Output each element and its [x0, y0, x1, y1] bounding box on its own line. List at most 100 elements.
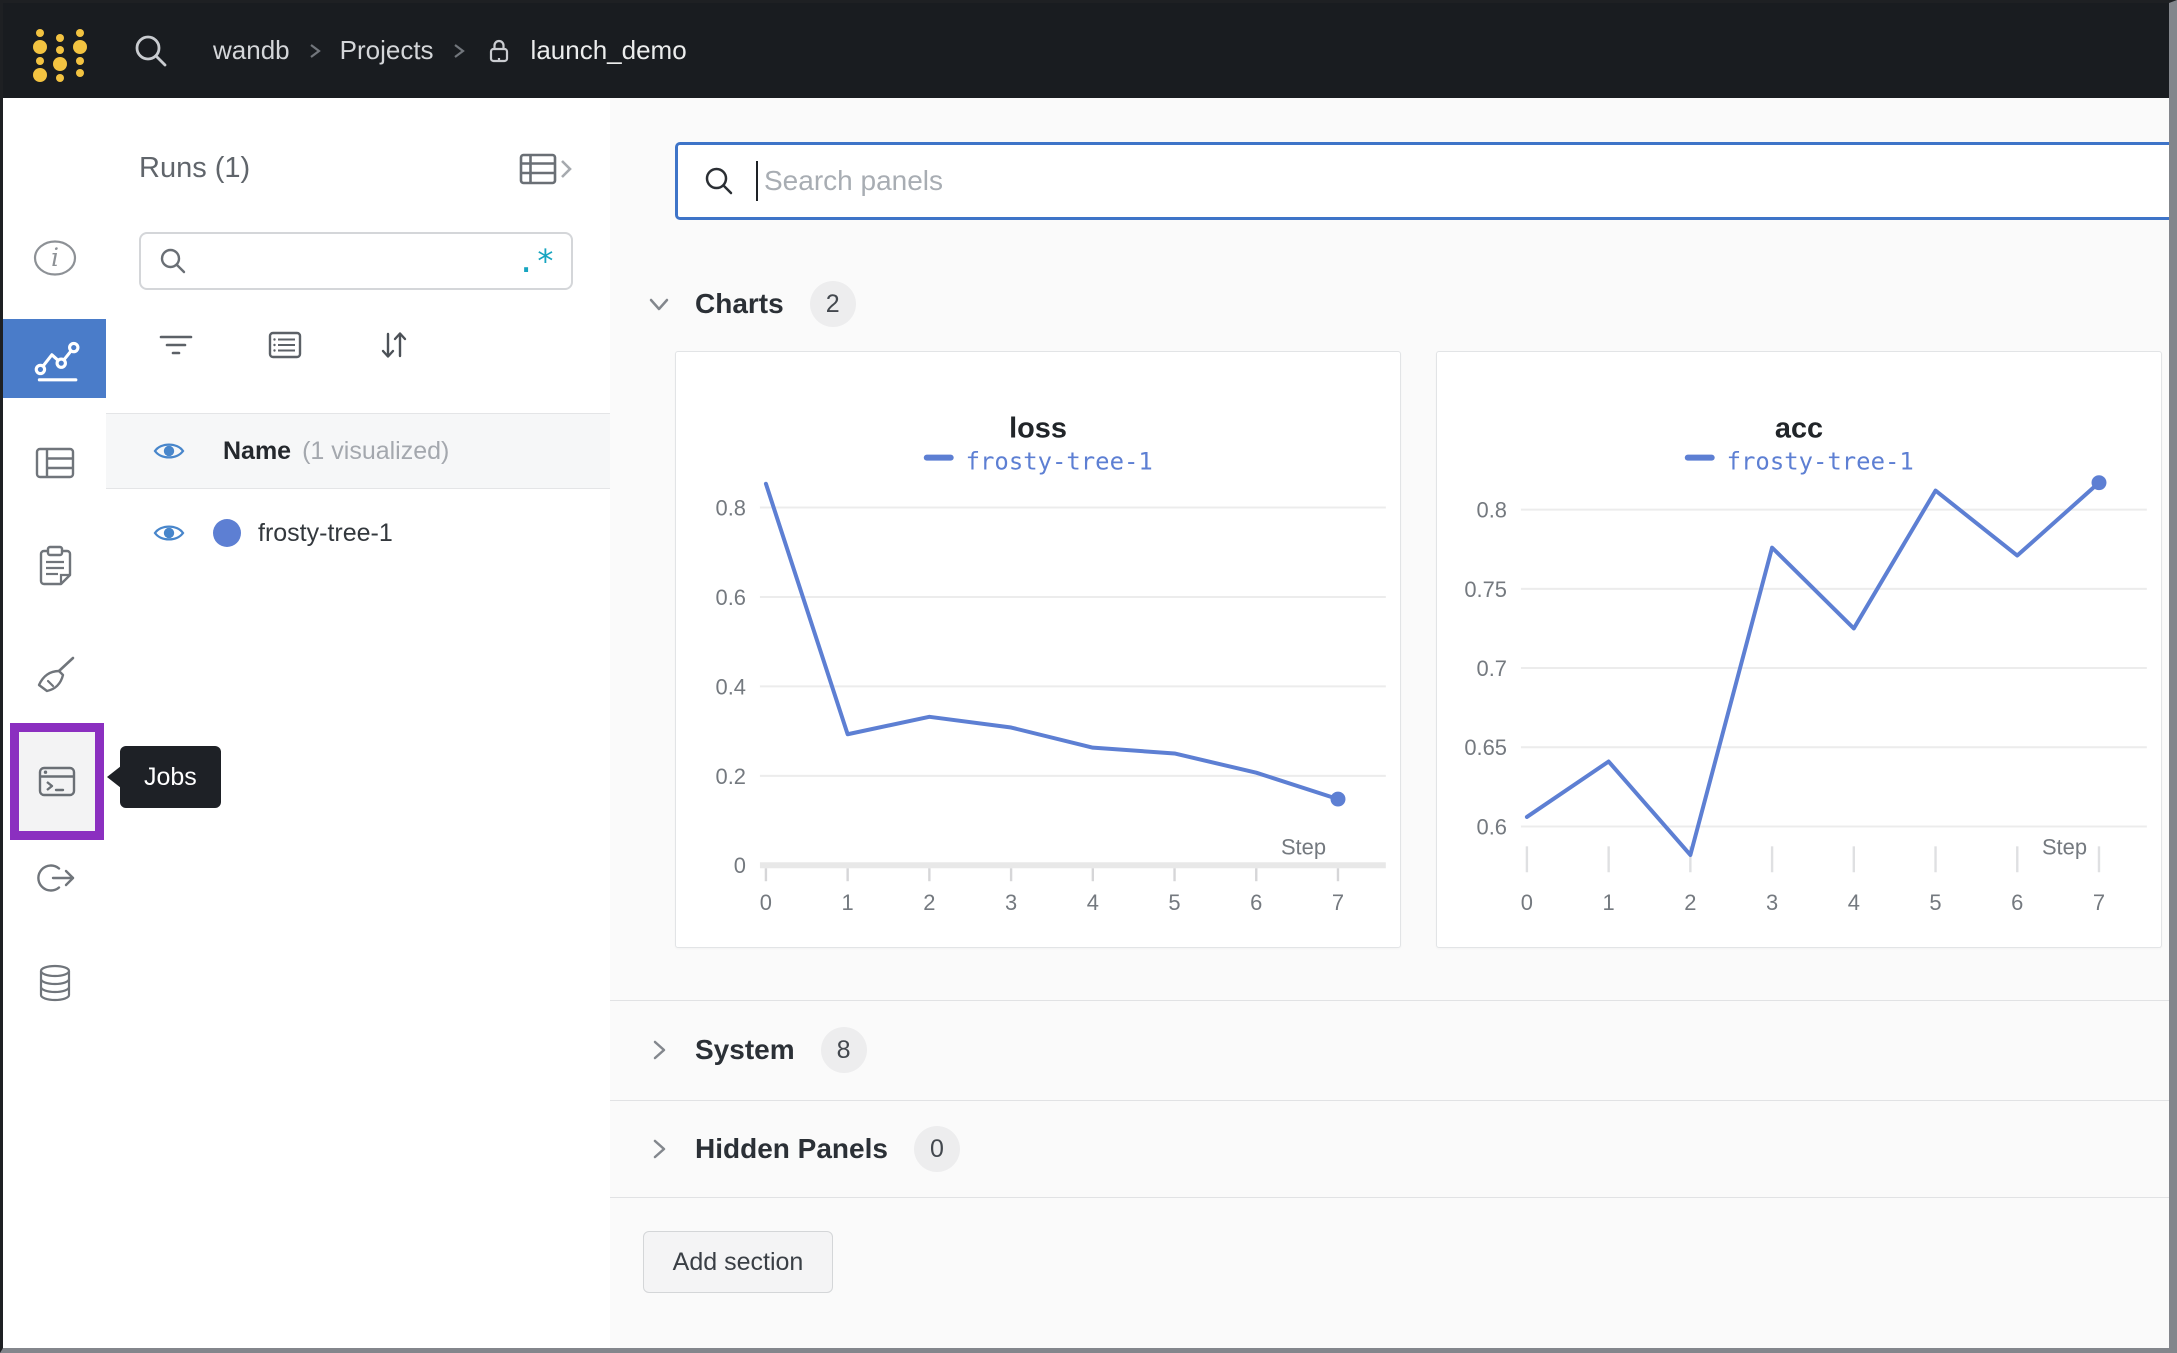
run-row[interactable]: frosty-tree-1 [106, 490, 610, 576]
svg-text:4: 4 [1848, 890, 1860, 915]
expand-runs-table-icon[interactable] [516, 146, 576, 192]
breadcrumb-entity[interactable]: wandb [213, 35, 290, 65]
acc-chart-panel[interactable]: acc frosty-tree-1 0.6 0.65 0.7 0.75 0.8 0 1 2 3 4 5 6… [1436, 351, 2162, 948]
svg-text:3: 3 [1005, 890, 1017, 915]
section-header-system[interactable]: System 8 [643, 1020, 867, 1080]
header-search-icon[interactable] [131, 31, 171, 71]
svg-text:2: 2 [923, 890, 935, 915]
sidebar-item-workspace[interactable] [3, 319, 106, 398]
logs-clipboard-icon [39, 545, 71, 586]
svg-text:0: 0 [760, 890, 772, 915]
chevron-down-icon[interactable] [643, 288, 675, 320]
svg-text:0: 0 [734, 853, 746, 878]
sidebar-item-overview[interactable]: i [3, 230, 106, 286]
svg-text:0.8: 0.8 [1477, 498, 1507, 523]
svg-text:0.75: 0.75 [1464, 577, 1507, 602]
section-divider [610, 1000, 2169, 1001]
filter-icon [159, 335, 193, 355]
svg-text:Step: Step [1281, 834, 1326, 859]
svg-text:7: 7 [1332, 890, 1344, 915]
panel-search-input[interactable] [762, 164, 2151, 198]
svg-text:7: 7 [2093, 890, 2105, 915]
svg-text:1: 1 [1603, 890, 1615, 915]
info-icon: i [33, 240, 76, 276]
charts-count-badge: 2 [809, 281, 856, 327]
breadcrumb-projects[interactable]: Projects [339, 35, 434, 65]
system-count-badge: 8 [820, 1027, 867, 1073]
svg-text:2: 2 [1684, 890, 1696, 915]
sidebar-item-launch[interactable] [3, 852, 106, 908]
top-header: wandb Projects launch_demo [3, 3, 2169, 98]
svg-text:3: 3 [1766, 890, 1778, 915]
breadcrumb: wandb Projects launch_demo [213, 35, 687, 66]
loss-chart: loss frosty-tree-1 0 0.2 0.4 0.6 0.8 0 1 2 3 4 5 6 7 St… [716, 413, 1386, 915]
svg-text:frosty-tree-1: frosty-tree-1 [1727, 448, 1914, 476]
add-section-button[interactable]: Add section [643, 1231, 833, 1293]
svg-text:0.4: 0.4 [716, 674, 746, 699]
launch-arrow-icon [36, 864, 74, 892]
sweeps-broom-icon [37, 656, 74, 693]
svg-text:0.6: 0.6 [716, 585, 746, 610]
sort-runs-button[interactable] [374, 326, 412, 364]
sidebar-item-logs[interactable] [3, 538, 106, 594]
svg-text:i: i [51, 243, 59, 272]
wandb-logo-icon[interactable] [27, 18, 93, 84]
svg-text:loss: loss [1009, 413, 1067, 445]
svg-text:0.65: 0.65 [1464, 735, 1507, 760]
run-color-dot [213, 519, 241, 547]
svg-text:0.8: 0.8 [716, 495, 746, 520]
svg-text:0.2: 0.2 [716, 764, 746, 789]
column-name-label: Name [223, 436, 292, 465]
svg-text:1: 1 [842, 890, 854, 915]
chevron-right-icon[interactable] [643, 1133, 675, 1165]
runs-panel: Runs (1) .* [106, 98, 611, 1348]
section-divider [610, 1197, 2169, 1198]
runs-panel-title: Runs (1) [139, 152, 251, 184]
acc-chart: acc frosty-tree-1 0.6 0.65 0.7 0.75 0.8 0 1 2 3 4 5 6… [1464, 413, 2147, 915]
loss-chart-panel[interactable]: loss frosty-tree-1 0 0.2 0.4 0.6 0.8 0 1 2 3 4 5 6 7 St… [675, 351, 1401, 948]
jobs-terminal-icon [38, 766, 76, 796]
text-caret [756, 161, 758, 201]
section-label-charts: Charts [695, 288, 784, 319]
list-icon [268, 331, 302, 359]
eye-visible-icon[interactable] [151, 517, 187, 549]
svg-text:6: 6 [2011, 890, 2023, 915]
sidebar-item-sweeps[interactable] [3, 646, 106, 702]
breadcrumb-project-name[interactable]: launch_demo [530, 35, 687, 65]
runs-search-box: .* [139, 232, 573, 290]
chevron-right-icon[interactable] [643, 1034, 675, 1066]
svg-text:acc: acc [1775, 413, 1823, 445]
nav-sidebar: i [3, 98, 221, 1348]
sidebar-item-jobs[interactable] [10, 723, 104, 840]
run-name-label[interactable]: frosty-tree-1 [258, 518, 393, 547]
workspace-main: Charts 2 loss frosty-tree-1 0 0.2 0.4 0.6 0.8 0… [610, 98, 2169, 1348]
runs-table-header-row[interactable]: Name (1 visualized) [106, 413, 610, 489]
svg-text:0.7: 0.7 [1477, 656, 1507, 681]
filter-runs-button[interactable] [157, 326, 195, 364]
hidden-panels-count-badge: 0 [913, 1126, 960, 1172]
section-divider [610, 1100, 2169, 1101]
sidebar-item-runs-table[interactable] [3, 435, 106, 491]
breadcrumb-chevron-icon [453, 43, 465, 58]
section-header-charts[interactable]: Charts 2 [643, 274, 856, 334]
runs-table-icon [35, 447, 74, 479]
runs-search-input[interactable] [201, 246, 509, 276]
eye-visible-icon[interactable] [151, 435, 187, 467]
regex-toggle[interactable]: .* [516, 242, 555, 280]
svg-text:4: 4 [1087, 890, 1099, 915]
section-label-hidden-panels: Hidden Panels [695, 1133, 888, 1164]
sidebar-item-artifacts[interactable] [3, 956, 106, 1012]
section-label-system: System [695, 1034, 795, 1065]
lock-icon [489, 39, 508, 62]
visualized-count-label: (1 visualized) [302, 436, 450, 465]
section-header-hidden-panels[interactable]: Hidden Panels 0 [643, 1119, 960, 1179]
svg-text:Step: Step [2042, 834, 2087, 859]
search-icon [160, 248, 186, 274]
workspace-chart-icon [34, 341, 79, 381]
sort-arrows-icon [381, 332, 407, 358]
artifacts-database-icon [39, 964, 70, 1002]
svg-text:5: 5 [1168, 890, 1180, 915]
svg-text:5: 5 [1929, 890, 1941, 915]
group-runs-button[interactable] [266, 326, 304, 364]
